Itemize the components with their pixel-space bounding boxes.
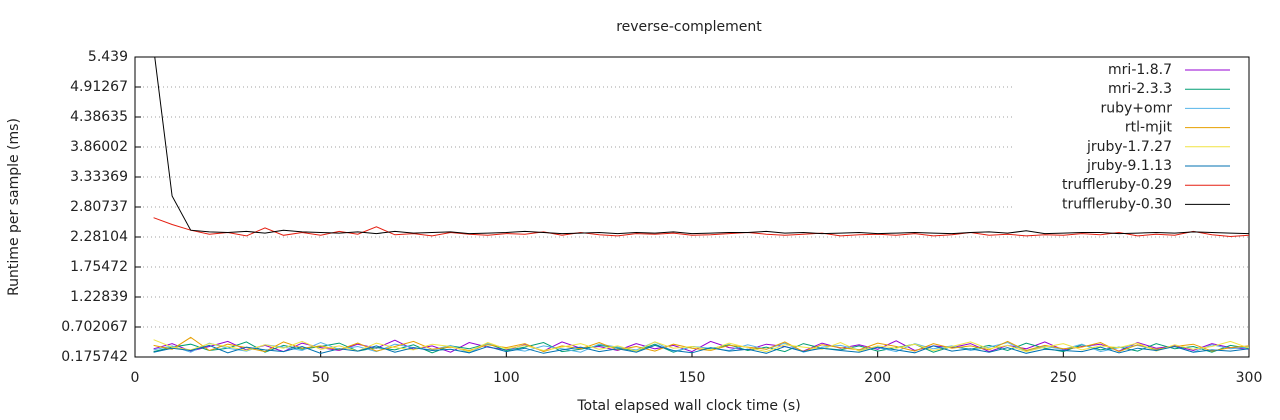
y-tick-label: 1.75472 — [70, 259, 128, 275]
legend-label: truffleruby-0.29 — [1062, 177, 1172, 193]
legend-label: mri-2.3.3 — [1108, 81, 1172, 97]
x-axis-label: Total elapsed wall clock time (s) — [576, 398, 800, 414]
y-tick-label: 2.80737 — [70, 199, 128, 215]
series-line — [154, 57, 1249, 235]
y-tick-label: 1.22839 — [70, 289, 128, 305]
chart-title: reverse-complement — [616, 19, 762, 35]
x-tick-label: 100 — [493, 370, 520, 386]
series-line — [153, 217, 1249, 238]
x-tick-label: 0 — [131, 370, 140, 386]
plot-frame — [134, 56, 1250, 358]
y-tick-label: 0.175742 — [61, 349, 128, 365]
y-tick-label: 4.91267 — [70, 79, 128, 95]
x-tick-label: 200 — [864, 370, 891, 386]
x-tick-label: 50 — [312, 370, 330, 386]
legend-label: mri-1.8.7 — [1108, 62, 1172, 78]
legend-label: truffleruby-0.30 — [1062, 196, 1172, 212]
y-tick-label: 3.86002 — [70, 139, 128, 155]
series-line — [153, 339, 1249, 353]
x-tick-label: 250 — [1050, 370, 1077, 386]
y-tick-label: 3.33369 — [70, 169, 128, 185]
legend-label: rtl-mjit — [1125, 120, 1173, 136]
y-tick-label: 4.38635 — [70, 109, 128, 125]
legend-label: ruby+omr — [1101, 100, 1173, 116]
x-tick-label: 300 — [1236, 370, 1263, 386]
legend-label: jruby-9.1.13 — [1086, 158, 1172, 174]
y-tick-label: 0.702067 — [61, 319, 128, 335]
y-tick-label: 2.28104 — [70, 229, 128, 245]
series-line — [153, 344, 1249, 354]
y-tick-label: 5.439 — [88, 49, 128, 65]
legend-label: jruby-1.7.27 — [1086, 139, 1172, 155]
plot-area — [153, 57, 1249, 354]
y-axis-label: Runtime per sample (ms) — [6, 118, 22, 296]
x-tick-label: 150 — [679, 370, 706, 386]
